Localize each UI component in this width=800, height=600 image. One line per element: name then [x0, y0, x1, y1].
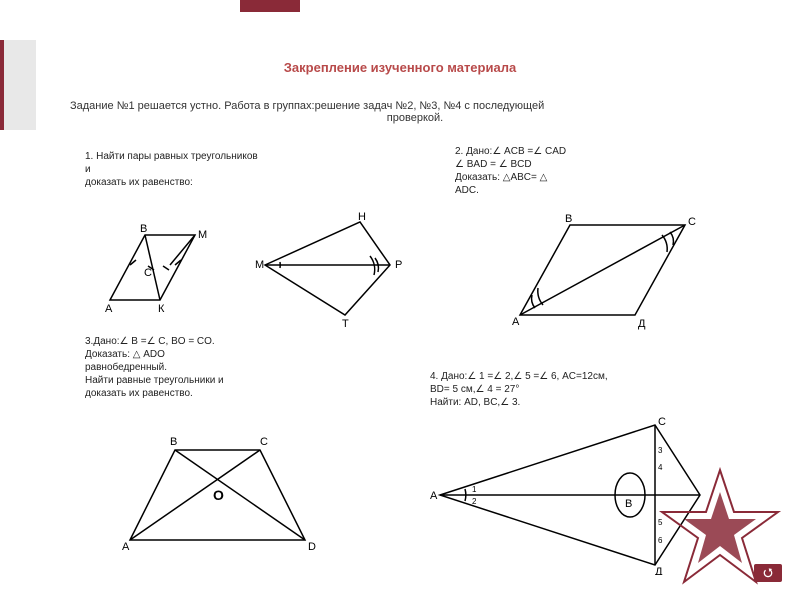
t1-l2: и [85, 163, 345, 176]
label-K: К [158, 303, 165, 315]
label-2: 2 [472, 497, 477, 506]
label-B: В [170, 436, 177, 448]
t1-l1: 1. Найти пары равных треугольников [85, 150, 345, 163]
label-D: Д [638, 318, 646, 330]
label-C: С [144, 267, 152, 279]
task-3: 3.Дано:∠ B =∠ C, BO = CO. Доказать: △ AD… [85, 335, 345, 400]
label-B: В [140, 223, 147, 235]
accent-top [240, 0, 300, 12]
label-A: А [430, 490, 438, 502]
label-D: D [308, 541, 316, 553]
t2-l3: Доказать: △ABC= △ [455, 171, 715, 184]
t4-l1: 4. Дано:∠ 1 =∠ 2,∠ 5 =∠ 6, AC=12см, [430, 370, 730, 383]
t3-l1: 3.Дано:∠ B =∠ C, BO = CO. [85, 335, 345, 348]
t3-l2: Доказать: △ ADO [85, 348, 345, 361]
label-O: О [213, 487, 224, 503]
accent-left [0, 40, 36, 130]
figure-2: А В С Д [510, 210, 700, 340]
t2-l2: ∠ BAD = ∠ BCD [455, 158, 715, 171]
figure-1a: А В С К М [100, 220, 240, 320]
intro-line1: Задание №1 решается устно. Работа в груп… [70, 100, 760, 112]
intro-text: Задание №1 решается устно. Работа в груп… [70, 100, 760, 124]
intro-line2: проверкой. [70, 112, 760, 124]
label-A: А [122, 541, 130, 553]
t3-l3: равнобедренный. [85, 361, 345, 374]
t4-l2: BD= 5 см,∠ 4 = 27° [430, 383, 730, 396]
t2-l1: 2. Дано:∠ ACB =∠ CAD [455, 145, 715, 158]
t3-l4: Найти равные треугольники и [85, 374, 345, 387]
task-2: 2. Дано:∠ ACB =∠ CAD ∠ BAD = ∠ BCD Доказ… [455, 145, 715, 197]
label-C: С [688, 216, 696, 228]
label-A: А [105, 303, 113, 315]
label-A: А [512, 316, 520, 328]
label-M: М [255, 259, 264, 271]
task-1: 1. Найти пары равных треугольников и док… [85, 150, 345, 189]
t2-l4: ADC. [455, 184, 715, 197]
t1-l3: доказать их равенство: [85, 176, 345, 189]
page-title: Закрепление изученного материала [0, 60, 800, 75]
task-4: 4. Дано:∠ 1 =∠ 2,∠ 5 =∠ 6, AC=12см, BD= … [430, 370, 730, 409]
t4-l3: Найти: AD, BC,∠ 3. [430, 396, 730, 409]
label-B: В [565, 213, 572, 225]
figure-1b: М Н Р Т [250, 210, 410, 330]
label-H: Н [358, 211, 366, 223]
label-1: 1 [472, 485, 477, 494]
label-C: С [260, 436, 268, 448]
label-T: Т [342, 318, 349, 330]
label-P: Р [395, 259, 402, 271]
label-C: С [658, 416, 666, 428]
label-M: М [198, 229, 207, 241]
nav-button[interactable]: ⭯ [754, 564, 782, 582]
t3-l5: доказать их равенство. [85, 387, 345, 400]
